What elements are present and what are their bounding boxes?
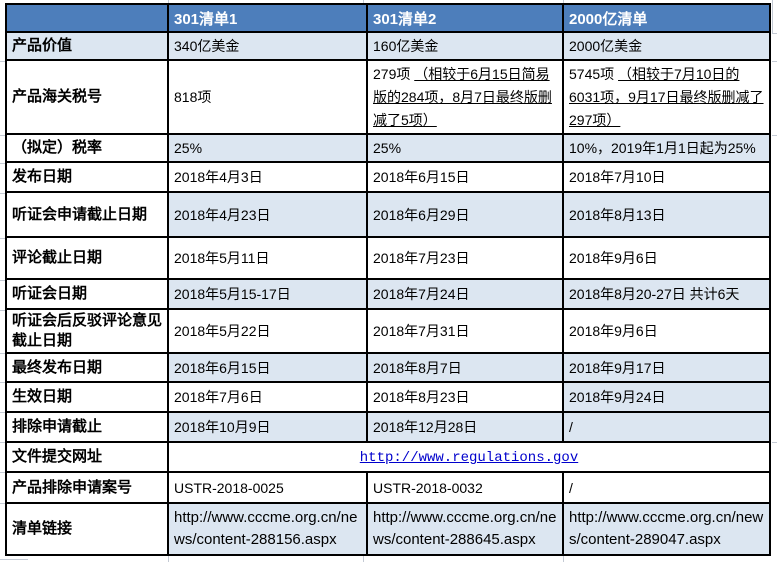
header-200b-list: 2000亿清单	[562, 3, 771, 33]
row-comment-deadline: 评论截止日期 2018年5月11日 2018年7月23日 2018年9月6日	[5, 236, 771, 280]
cccme-url: http://www.cccme.org.cn/news/content-288…	[366, 502, 564, 556]
cell: 279项 （相较于6月15日简易版的284项，8月7日最终版删减了5项）	[366, 59, 564, 135]
cell: 25%	[366, 133, 564, 163]
hs-count: 5745项	[569, 65, 619, 82]
cell: 2000亿美金	[562, 31, 771, 61]
cell: 2018年6月29日	[366, 191, 564, 238]
cell: 2018年9月24日	[562, 381, 771, 413]
cell: 2018年6月15日	[366, 161, 564, 193]
cell: 2018年8月23日	[366, 381, 564, 413]
cell: 2018年7月24日	[366, 278, 564, 310]
cell: 160亿美金	[366, 31, 564, 61]
cell: 2018年5月15-17日	[167, 278, 368, 310]
cell: 2018年9月6日	[562, 308, 771, 354]
cell: /	[562, 471, 771, 504]
row-product-value: 产品价值 340亿美金 160亿美金 2000亿美金	[5, 31, 771, 61]
row-tax-rate: （拟定）税率 25% 25% 10%，2019年1月1日起为25%	[5, 133, 771, 163]
row-list-links: 清单链接 http://www.cccme.org.cn/news/conten…	[5, 502, 771, 556]
cell: 10%，2019年1月1日起为25%	[562, 133, 771, 163]
header-list1: 301清单1	[167, 3, 368, 33]
cell: /	[562, 411, 771, 443]
cell: USTR-2018-0025	[167, 471, 368, 504]
row-exclusion-docket-number: 产品排除申请案号 USTR-2018-0025 USTR-2018-0032 /	[5, 471, 771, 504]
row-label: 产品价值	[5, 31, 169, 61]
row-label: 产品海关税号	[5, 59, 169, 135]
cell: 2018年8月20-27日 共计6天	[562, 278, 771, 310]
row-label: 清单链接	[5, 502, 169, 556]
cell: 340亿美金	[167, 31, 368, 61]
row-label: 发布日期	[5, 161, 169, 193]
cell: 2018年7月23日	[366, 236, 564, 280]
row-label: 文件提交网址	[5, 441, 169, 473]
row-label: 最终发布日期	[5, 352, 169, 383]
cell: 2018年5月22日	[167, 308, 368, 354]
row-hearing-date: 听证会日期 2018年5月15-17日 2018年7月24日 2018年8月20…	[5, 278, 771, 310]
header-empty-cell	[5, 3, 169, 33]
header-list2: 301清单2	[366, 3, 564, 33]
cccme-url: http://www.cccme.org.cn/news/content-288…	[167, 502, 368, 556]
cell: 2018年6月15日	[167, 352, 368, 383]
row-submission-site: 文件提交网址 http://www.regulations.gov	[5, 441, 771, 473]
cell: 2018年7月6日	[167, 381, 368, 413]
header-row: 301清单1 301清单2 2000亿清单	[5, 3, 771, 33]
row-exclusion-request-deadline: 排除申请截止 2018年10月9日 2018年12月28日 /	[5, 411, 771, 443]
cell: 2018年7月10日	[562, 161, 771, 193]
row-label: 评论截止日期	[5, 236, 169, 280]
row-hs-codes: 产品海关税号 818项 279项 （相较于6月15日简易版的284项，8月7日最…	[5, 59, 771, 135]
cell: 2018年4月23日	[167, 191, 368, 238]
row-final-publish-date: 最终发布日期 2018年6月15日 2018年8月7日 2018年9月17日	[5, 352, 771, 383]
hs-count: 279项	[373, 65, 415, 82]
cell: 2018年9月17日	[562, 352, 771, 383]
row-label: 产品排除申请案号	[5, 471, 169, 504]
cell: 2018年12月28日	[366, 411, 564, 443]
cccme-url: http://www.cccme.org.cn/news/content-289…	[562, 502, 771, 556]
row-rebuttal-deadline: 听证会后反驳评论意见截止日期 2018年5月22日 2018年7月31日 201…	[5, 308, 771, 354]
cell: 2018年4月3日	[167, 161, 368, 193]
cell: http://www.regulations.gov	[167, 441, 771, 473]
cell: 2018年10月9日	[167, 411, 368, 443]
cell: 2018年9月6日	[562, 236, 771, 280]
regulations-gov-link[interactable]: http://www.regulations.gov	[359, 450, 579, 466]
row-effective-date: 生效日期 2018年7月6日 2018年8月23日 2018年9月24日	[5, 381, 771, 413]
row-publish-date: 发布日期 2018年4月3日 2018年6月15日 2018年7月10日	[5, 161, 771, 193]
cell: 5745项 （相较于7月10日的6031项，9月17日最终版删减了297项）	[562, 59, 771, 135]
tariff-comparison-table: 301清单1 301清单2 2000亿清单 产品价值 340亿美金 160亿美金…	[5, 3, 771, 556]
row-label: （拟定）税率	[5, 133, 169, 163]
cell: 2018年7月31日	[366, 308, 564, 354]
cell: 25%	[167, 133, 368, 163]
hs-revision-note: （相较于7月10日的6031项，9月17日最终版删减了297项）	[569, 65, 764, 128]
row-label: 听证会后反驳评论意见截止日期	[5, 308, 169, 354]
cell: USTR-2018-0032	[366, 471, 564, 504]
cell: 2018年8月13日	[562, 191, 771, 238]
row-label: 排除申请截止	[5, 411, 169, 443]
hs-revision-note: （相较于6月15日简易版的284项，8月7日最终版删减了5项）	[373, 65, 552, 128]
row-hearing-request-deadline: 听证会申请截止日期 2018年4月23日 2018年6月29日 2018年8月1…	[5, 191, 771, 238]
cell: 2018年5月11日	[167, 236, 368, 280]
cell: 2018年8月7日	[366, 352, 564, 383]
row-label: 听证会申请截止日期	[5, 191, 169, 238]
row-label: 听证会日期	[5, 278, 169, 310]
row-label: 生效日期	[5, 381, 169, 413]
cell: 818项	[167, 59, 368, 135]
